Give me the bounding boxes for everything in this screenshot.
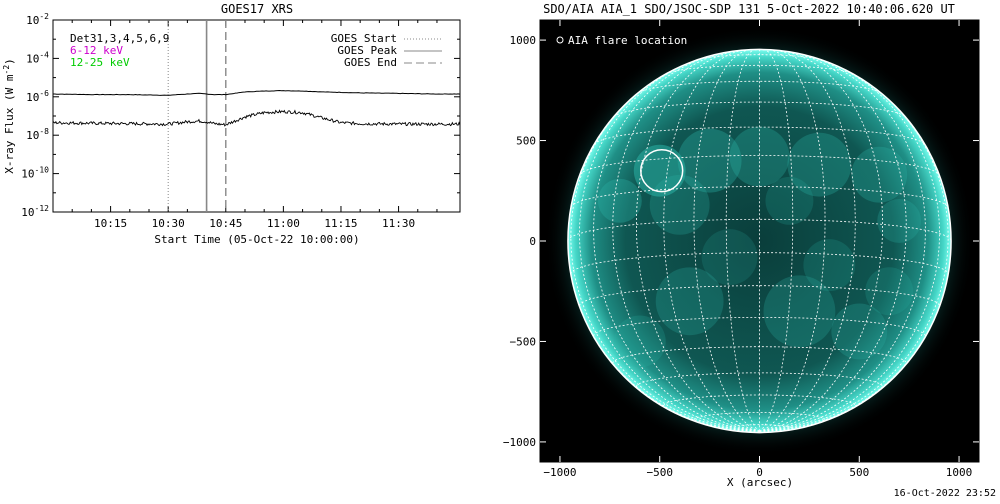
x-tick-label: 11:15 (324, 217, 357, 230)
goes-y-axis: 10-2 10-4 10-6 10-8 10-10 10-12 (21, 12, 460, 219)
legend-goes-start: GOES Start (331, 32, 397, 45)
goes-x-axis-label: Start Time (05-Oct-22 10:00:00) (154, 233, 359, 246)
active-region-glow (831, 303, 888, 360)
legend-goes-end: GOES End (344, 56, 397, 69)
goes-event-lines (167, 20, 227, 212)
y-tick-label: 0 (529, 235, 536, 248)
goes-xrs-panel: GOES17 XRS 10-2 10-4 10-6 10-8 10-10 10-12 10… (2, 2, 461, 246)
active-region-glow (613, 315, 666, 368)
grid-line (579, 59, 760, 432)
aia-x-axis-label: X (arcsec) (727, 476, 793, 489)
active-region-glow (763, 275, 836, 348)
y-tick-label: 10-4 (26, 50, 49, 65)
generation-timestamp: 16-Oct-2022 23:52 (893, 488, 996, 499)
grid-line (759, 49, 826, 432)
grid-line (567, 218, 952, 242)
x-tick-label: 0 (756, 466, 763, 479)
grid-line (570, 186, 949, 208)
goes-series (53, 90, 460, 127)
active-region-glow (633, 144, 686, 197)
goes-channel-labels: Det31,3,4,5,6,9 6-12 keV 12-25 keV (70, 32, 169, 69)
y-tick-label: 10-10 (21, 166, 49, 181)
aia-image-panel: SDO/AIA AIA_1 SDO/JSOC-SDP 131 5-Oct-202… (503, 2, 980, 489)
aia-x-axis: −1000 −500 0 500 1000 (543, 20, 972, 479)
grid-line (759, 59, 940, 432)
x-tick-label: −1000 (543, 466, 576, 479)
grid-line (725, 49, 760, 432)
legend-goes-peak: GOES Peak (337, 44, 397, 57)
grid-line (570, 80, 760, 432)
x-tick-label: 10:15 (94, 217, 127, 230)
active-region-glow (803, 239, 856, 292)
active-region-glow (701, 229, 758, 286)
active-region-glow (787, 132, 852, 197)
xrs-series-line-1 (53, 90, 460, 96)
x-tick-label: 10:45 (209, 217, 242, 230)
y-tick-label: −1000 (503, 436, 536, 449)
x-tick-label: 1000 (946, 466, 973, 479)
grid-line (636, 50, 760, 432)
flare-location-marker (640, 148, 684, 193)
channel-12-25kev: 12-25 keV (70, 56, 130, 69)
aia-y-axis: 1000 500 0 −500 −1000 (503, 34, 979, 449)
y-tick-label: 500 (516, 135, 536, 148)
x-tick-label: 11:30 (382, 217, 415, 230)
goes-y-axis-label: X-ray Flux (W m-2) (2, 58, 16, 174)
x-tick-label: 10:30 (152, 217, 185, 230)
grid-line (613, 101, 906, 118)
grid-line (759, 51, 907, 432)
active-region-glow (865, 267, 914, 316)
y-tick-label: 10-8 (26, 127, 49, 142)
grid-line (693, 49, 760, 432)
active-region-glow (729, 126, 790, 187)
aia-image-title: SDO/AIA AIA_1 SDO/JSOC-SDP 131 5-Oct-202… (543, 2, 955, 16)
grid-line (759, 49, 856, 432)
x-tick-label: −500 (646, 466, 673, 479)
solar-limb (567, 48, 952, 434)
channel-6-12kev: 6-12 keV (70, 44, 123, 57)
x-tick-label: 500 (849, 466, 869, 479)
y-tick-label: −500 (510, 335, 537, 348)
y-tick-label: 10-6 (26, 89, 49, 104)
grid-line (612, 51, 760, 432)
channel-detectors: Det31,3,4,5,6,9 (70, 32, 169, 45)
grid-line (663, 49, 760, 432)
grid-line (759, 49, 794, 432)
y-tick-label: 10-12 (21, 204, 49, 219)
active-region-glow (597, 178, 642, 223)
goes-x-axis: 10:15 10:30 10:45 11:00 11:15 11:30 (71, 20, 438, 230)
flare-legend-symbol (556, 36, 564, 44)
flare-legend-label: AIA flare location (568, 34, 687, 47)
active-region-glow (649, 174, 710, 235)
x-tick-label: 11:00 (267, 217, 300, 230)
goes-legend: GOES Start GOES Peak GOES End (331, 32, 442, 69)
xrs-series-line-2 (53, 109, 460, 127)
active-region-glow (677, 128, 742, 193)
goes-plot-title: GOES17 XRS (221, 2, 293, 16)
active-region-glow (765, 176, 814, 225)
y-tick-label: 1000 (510, 34, 537, 47)
active-region-glow (877, 198, 922, 243)
active-region-glow (851, 146, 908, 203)
grid-line (759, 50, 883, 432)
y-tick-label: 10-2 (26, 12, 49, 27)
grid-line (759, 80, 949, 432)
